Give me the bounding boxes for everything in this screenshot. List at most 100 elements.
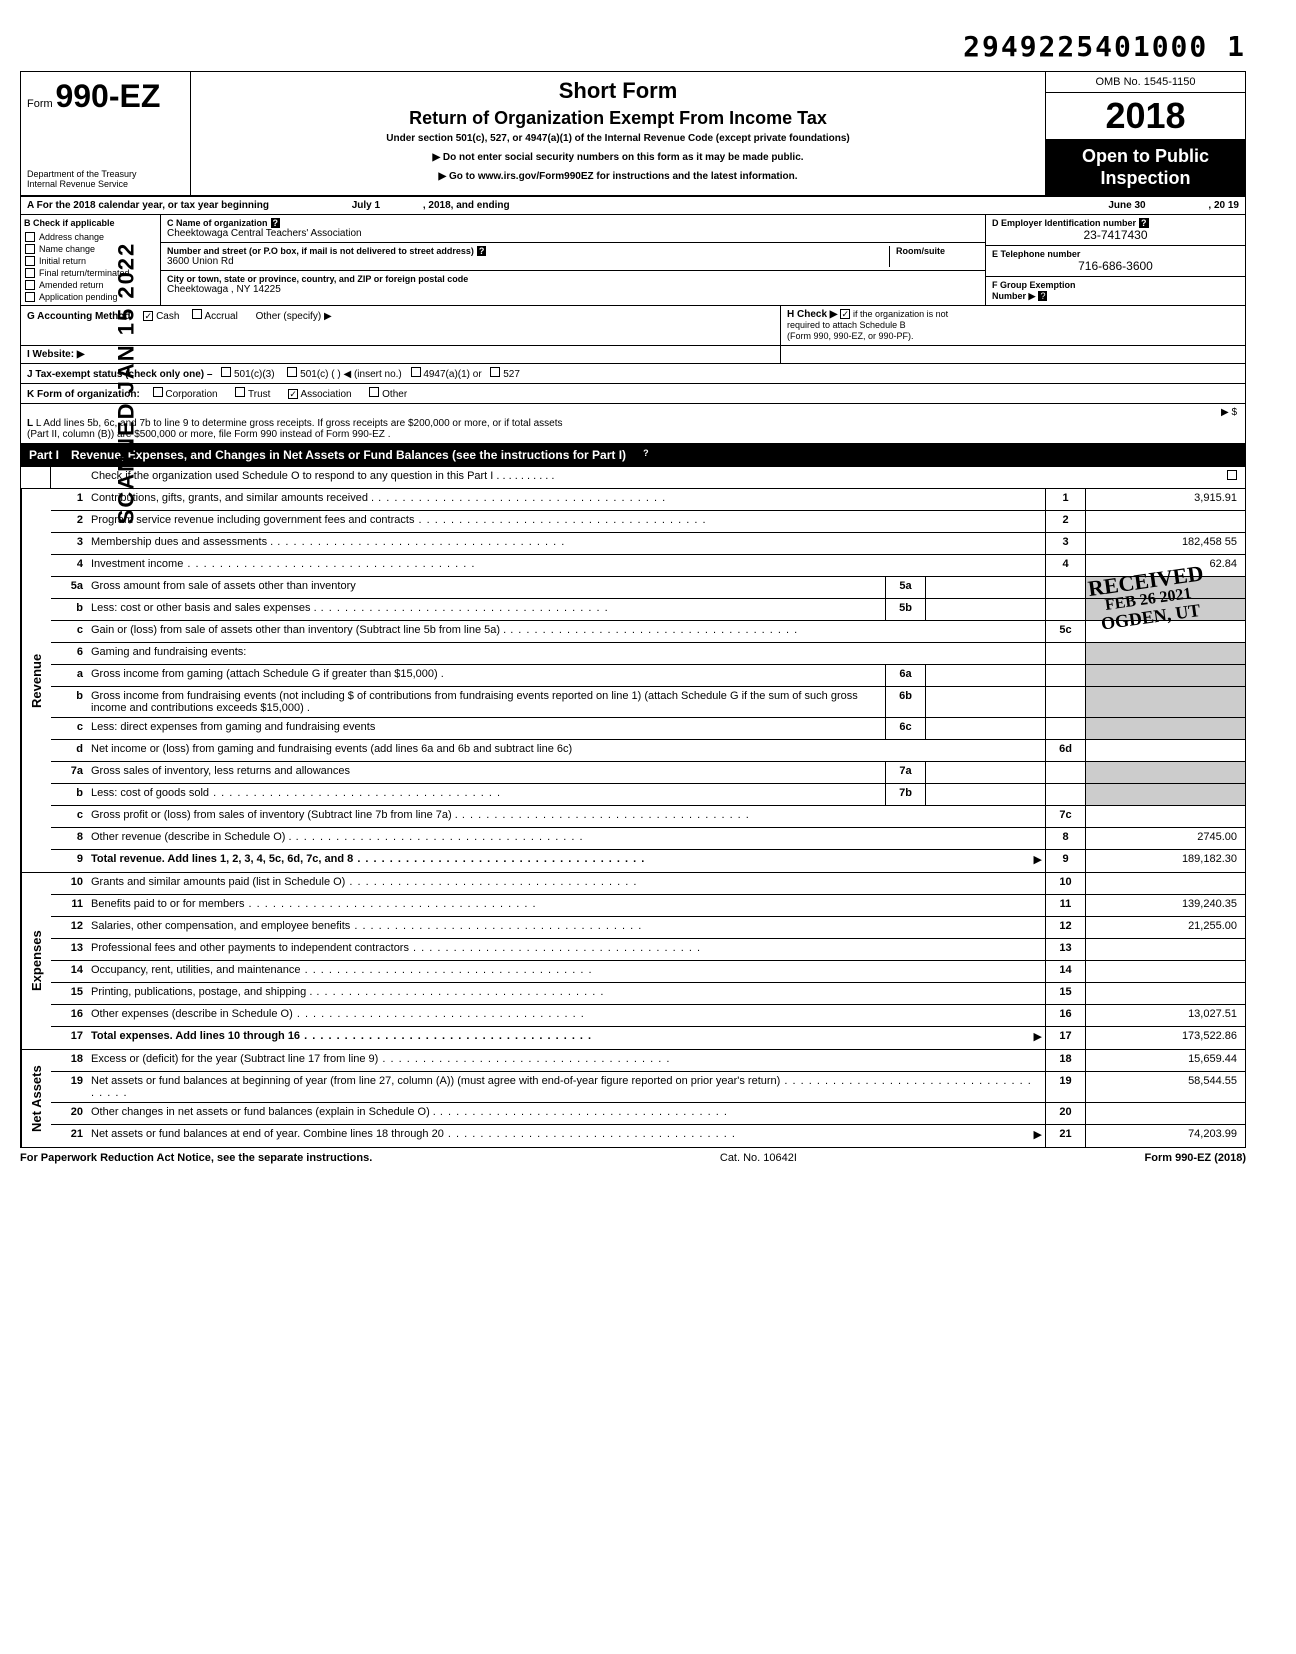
v12: 21,255.00 xyxy=(1085,917,1245,938)
return-title: Return of Organization Exempt From Incom… xyxy=(197,108,1039,129)
g-accrual: Accrual xyxy=(204,311,237,322)
footer-mid: Cat. No. 10642I xyxy=(720,1152,797,1164)
g-other: Other (specify) ▶ xyxy=(256,311,332,322)
chk-501c[interactable] xyxy=(287,367,297,377)
d16: Other expenses (describe in Schedule O) xyxy=(91,1005,1045,1026)
d17: Total expenses. Add lines 10 through 16 xyxy=(91,1027,1025,1049)
chk-cash[interactable] xyxy=(143,311,153,321)
d21: Net assets or fund balances at end of ye… xyxy=(91,1125,1025,1147)
d14: Occupancy, rent, utilities, and maintena… xyxy=(91,961,1045,982)
n11: 11 xyxy=(51,895,91,916)
n2: 2 xyxy=(51,511,91,532)
j-527: 527 xyxy=(503,369,520,380)
b-item-5: Application pending xyxy=(39,292,118,302)
d12: Salaries, other compensation, and employ… xyxy=(91,917,1045,938)
chk-pending[interactable] xyxy=(25,292,35,302)
d6d: Net income or (loss) from gaming and fun… xyxy=(91,740,1045,761)
n9: 9 xyxy=(51,850,91,872)
n16: 16 xyxy=(51,1005,91,1026)
k-assoc: Association xyxy=(300,389,351,400)
note-url: ▶ Go to www.irs.gov/Form990EZ for instru… xyxy=(197,171,1039,182)
n20: 20 xyxy=(51,1103,91,1124)
d11: Benefits paid to or for members xyxy=(91,895,1045,916)
n10: 10 xyxy=(51,873,91,894)
h-label: H Check ▶ xyxy=(787,309,837,320)
n6d: d xyxy=(51,740,91,761)
j-501c3: 501(c)(3) xyxy=(234,369,275,380)
d8: Other revenue (describe in Schedule O) . xyxy=(91,828,1045,849)
tax-year: 2018 xyxy=(1046,93,1245,140)
n7a: 7a xyxy=(51,762,91,783)
open-public-2: Inspection xyxy=(1052,168,1239,190)
v15 xyxy=(1085,983,1245,1004)
n5c: c xyxy=(51,621,91,642)
d6b: Gross income from fundraising events (no… xyxy=(91,687,885,717)
n21: 21 xyxy=(51,1125,91,1147)
city-value: Cheektowaga , NY 14225 xyxy=(167,284,979,295)
c-value: Cheektowaga Central Teachers' Associatio… xyxy=(167,228,979,239)
side-netassets: Net Assets xyxy=(21,1050,51,1147)
footer-right: Form 990-EZ (2018) xyxy=(1145,1152,1246,1164)
side-revenue: Revenue xyxy=(21,489,51,872)
omb-number: OMB No. 1545-1150 xyxy=(1046,72,1245,93)
short-form-title: Short Form xyxy=(197,78,1039,104)
d20: Other changes in net assets or fund bala… xyxy=(91,1103,1045,1124)
d-value: 23-7417430 xyxy=(992,228,1239,242)
b-item-0: Address change xyxy=(39,232,104,242)
n13: 13 xyxy=(51,939,91,960)
chk-4947[interactable] xyxy=(411,367,421,377)
d1: Contributions, gifts, grants, and simila… xyxy=(91,489,1045,510)
d6: Gaming and fundraising events: xyxy=(91,643,1045,664)
chk-scho[interactable] xyxy=(1227,470,1237,480)
e-value: 716-686-3600 xyxy=(992,259,1239,273)
row-a-mid: , 2018, and ending xyxy=(423,200,510,211)
n1: 1 xyxy=(51,489,91,510)
chk-address[interactable] xyxy=(25,232,35,242)
j-insert: ) ◀ (insert no.) xyxy=(337,369,401,380)
k-other: Other xyxy=(382,389,407,400)
n19: 19 xyxy=(51,1072,91,1102)
n6a: a xyxy=(51,665,91,686)
chk-trust[interactable] xyxy=(235,387,245,397)
chk-amended[interactable] xyxy=(25,280,35,290)
k-trust: Trust xyxy=(248,389,270,400)
d15: Printing, publications, postage, and shi… xyxy=(91,983,1045,1004)
g-cash: Cash xyxy=(156,311,179,322)
chk-accrual[interactable] xyxy=(192,309,202,319)
v9: 189,182.30 xyxy=(1085,850,1245,872)
d5a: Gross amount from sale of assets other t… xyxy=(91,577,885,598)
dept-label: Department of the Treasury Internal Reve… xyxy=(27,169,184,189)
d13: Professional fees and other payments to … xyxy=(91,939,1045,960)
room-label: Room/suite xyxy=(896,246,979,256)
chk-corp[interactable] xyxy=(153,387,163,397)
b-header: B Check if applicable xyxy=(21,215,160,231)
chk-h[interactable] xyxy=(840,309,850,319)
footer-left: For Paperwork Reduction Act Notice, see … xyxy=(20,1152,372,1164)
chk-name[interactable] xyxy=(25,244,35,254)
d6c: Less: direct expenses from gaming and fu… xyxy=(91,718,885,739)
city-label: City or town, state or province, country… xyxy=(167,274,979,284)
chk-501c3[interactable] xyxy=(221,367,231,377)
j-4947: 4947(a)(1) or xyxy=(423,369,481,380)
v10 xyxy=(1085,873,1245,894)
chk-initial[interactable] xyxy=(25,256,35,266)
b-item-2: Initial return xyxy=(39,256,86,266)
d18: Excess or (deficit) for the year (Subtra… xyxy=(91,1050,1045,1071)
d19: Net assets or fund balances at beginning… xyxy=(91,1072,1045,1102)
row-a-year: , 20 19 xyxy=(1208,200,1239,211)
v16: 13,027.51 xyxy=(1085,1005,1245,1026)
v7c xyxy=(1085,806,1245,827)
chk-assoc[interactable] xyxy=(288,389,298,399)
scanned-stamp: SCANNED JAN 15 2022 xyxy=(113,242,139,525)
j-501c: 501(c) ( xyxy=(300,369,334,380)
v1: 3,915.91 xyxy=(1085,489,1245,510)
chk-527[interactable] xyxy=(490,367,500,377)
n15: 15 xyxy=(51,983,91,1004)
chk-kother[interactable] xyxy=(369,387,379,397)
n6: 6 xyxy=(51,643,91,664)
subtitle: Under section 501(c), 527, or 4947(a)(1)… xyxy=(197,133,1039,144)
form-number: 990-EZ xyxy=(55,78,160,114)
open-public-1: Open to Public xyxy=(1052,146,1239,168)
chk-final[interactable] xyxy=(25,268,35,278)
n7c: c xyxy=(51,806,91,827)
